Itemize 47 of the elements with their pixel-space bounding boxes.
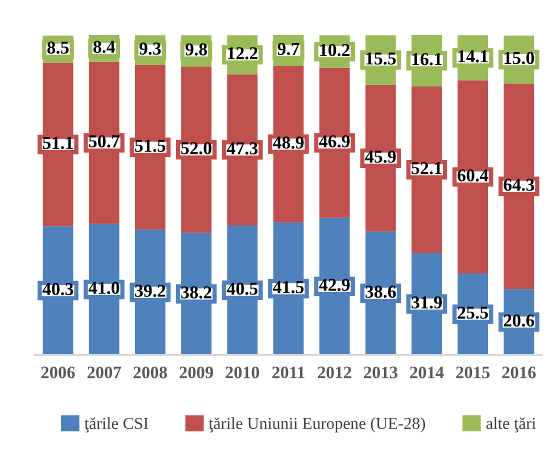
data-label: 38.2 bbox=[181, 286, 212, 299]
data-label: 39.2 bbox=[135, 284, 166, 297]
data-label: 48.9 bbox=[272, 136, 304, 149]
x-tick-label: 2009 bbox=[180, 366, 214, 378]
legend-label: alte ţări bbox=[486, 417, 536, 432]
data-label: 51.5 bbox=[135, 140, 166, 152]
data-label: 10.2 bbox=[320, 44, 350, 56]
data-label: 40.5 bbox=[226, 282, 258, 295]
data-label: 45.9 bbox=[365, 150, 396, 163]
x-tick-label: 2012 bbox=[318, 366, 352, 378]
x-tick-label: 2008 bbox=[134, 366, 167, 378]
x-tick-label: 2014 bbox=[410, 366, 444, 378]
data-label: 15.0 bbox=[504, 52, 534, 64]
data-label: 47.3 bbox=[226, 142, 258, 155]
data-label: 52.0 bbox=[181, 142, 212, 154]
legend-label: ţările Uniunii Europene (UE-28) bbox=[208, 417, 426, 432]
data-label: 51.1 bbox=[42, 136, 73, 150]
data-label: 15.5 bbox=[366, 52, 396, 65]
x-tick-label: 2011 bbox=[272, 366, 304, 378]
data-label: 25.5 bbox=[458, 306, 488, 319]
data-label: 16.1 bbox=[412, 53, 442, 66]
data-label: 52.1 bbox=[412, 162, 442, 174]
data-label: 46.9 bbox=[319, 135, 350, 148]
data-label: 14.1 bbox=[458, 50, 488, 62]
data-label: 12.2 bbox=[228, 47, 258, 60]
x-tick-label: 2010 bbox=[226, 366, 260, 378]
data-label: 38.6 bbox=[366, 286, 396, 298]
data-label: 8.4 bbox=[93, 40, 116, 54]
data-label: 41.0 bbox=[88, 282, 120, 294]
data-label: 31.9 bbox=[412, 296, 442, 309]
data-label: 42.9 bbox=[319, 278, 350, 292]
legend-label: ţările CSI bbox=[84, 417, 148, 432]
data-label: 20.6 bbox=[504, 314, 534, 327]
x-tick-label: 2013 bbox=[364, 366, 398, 378]
data-label: 40.3 bbox=[42, 282, 74, 296]
x-tick-label: 2006 bbox=[41, 366, 75, 378]
data-label: 8.5 bbox=[47, 42, 69, 54]
data-label: 9.8 bbox=[185, 43, 207, 56]
data-label: 9.3 bbox=[139, 42, 161, 55]
x-tick-label: 2007 bbox=[87, 366, 122, 378]
data-label: 64.3 bbox=[504, 178, 534, 191]
data-label: 9.7 bbox=[278, 42, 300, 56]
x-tick-label: 2015 bbox=[456, 366, 490, 378]
data-label: 41.5 bbox=[272, 281, 304, 294]
data-label: 60.4 bbox=[458, 169, 488, 182]
data-label: 50.7 bbox=[89, 135, 120, 148]
x-tick-label: 2016 bbox=[502, 366, 536, 378]
